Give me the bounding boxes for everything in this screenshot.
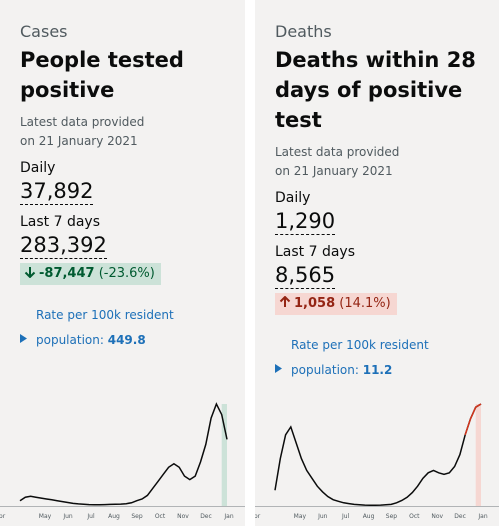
arrow-shape (24, 267, 36, 279)
updated-note: Latest data provided on 21 January 2021 (275, 145, 400, 178)
month-label: Nov (431, 513, 443, 520)
arrow-shape (279, 295, 291, 307)
line (274, 403, 482, 506)
week-label: Last 7 days (275, 244, 356, 260)
rate-label: Rate per 100k resident population: (36, 308, 174, 347)
rate-link[interactable]: Rate per 100k resident population: 449.8 (20, 303, 196, 353)
rate-value: 11.2 (362, 363, 393, 377)
sparkline: Apr May Jun Jul Aug Sep Oct Nov Dec Jan (0, 402, 245, 520)
rate-label: Rate per 100k resident population: (291, 338, 429, 377)
daily-label: Daily (275, 190, 311, 206)
change-value: -87,447 (39, 266, 95, 281)
month-label: Sep (386, 513, 398, 520)
month-label: Nov (177, 513, 189, 520)
change-arrow (279, 295, 291, 307)
month-label: Apr (0, 513, 6, 520)
month-label: Oct (155, 513, 166, 520)
change-arrow (24, 267, 36, 279)
change-box: -87,447 (-23.6%) (20, 263, 161, 285)
rate-value: 449.8 (107, 333, 146, 347)
line (19, 402, 228, 506)
rate-icon (20, 334, 27, 343)
updated-note: Latest data provided on 21 January 2021 (20, 115, 145, 148)
change-value: 1,058 (294, 296, 336, 311)
month-label: Jan (223, 513, 233, 520)
triangle (20, 334, 27, 343)
daily-label: Daily (20, 160, 56, 176)
card-title: Deaths within 28 days of positive test (275, 48, 476, 132)
card-title: People tested positive (20, 48, 184, 102)
month-label: Dec (454, 513, 466, 520)
month-label: Jun (317, 513, 328, 520)
month-label: May (39, 513, 52, 520)
week-value: 8,565 (275, 263, 336, 289)
month-label: Sep (131, 513, 143, 520)
month-label: Aug (363, 513, 375, 520)
month-label: Aug (108, 513, 120, 520)
change-percent: (14.1%) (339, 296, 391, 311)
month-label: Dec (200, 513, 212, 520)
highlight-band (475, 404, 481, 506)
triangle (275, 364, 282, 373)
month-label: Oct (409, 513, 420, 520)
month-label: Apr (255, 513, 261, 520)
change-percent: (-23.6%) (98, 266, 155, 281)
month-label: Jul (341, 513, 350, 520)
card: Cases People tested positive Latest data p… (0, 0, 245, 526)
highlight-band (221, 404, 227, 506)
line-recent (464, 403, 482, 436)
change-box: 1,058 (14.1%) (275, 293, 397, 315)
rate-icon (275, 364, 282, 373)
rate-link[interactable]: Rate per 100k resident population: 11.2 (275, 333, 451, 383)
daily-value: 1,290 (275, 209, 336, 235)
month-label: May (294, 513, 307, 520)
card: Deaths Deaths within 28 days of positive … (255, 0, 499, 526)
month-label: Jun (62, 513, 73, 520)
month-label: Jan (477, 513, 487, 520)
week-label: Last 7 days (20, 214, 101, 230)
sparkline: Apr May Jun Jul Aug Sep Oct Nov Dec Jan (255, 403, 499, 520)
month-label: Jul (86, 513, 95, 520)
card-category: Cases (20, 22, 68, 41)
card-category: Deaths (275, 22, 332, 41)
week-value: 283,392 (20, 233, 107, 259)
daily-value: 37,892 (20, 179, 94, 205)
